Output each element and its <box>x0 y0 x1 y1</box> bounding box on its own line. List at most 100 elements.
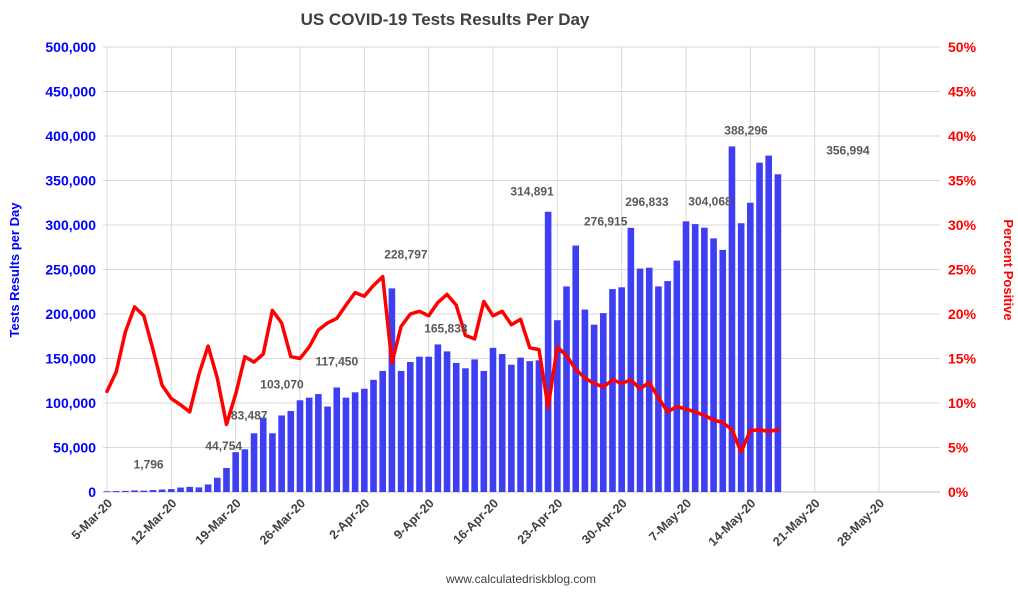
right-axis-tick-label: 45% <box>948 84 977 100</box>
tests-bar <box>618 287 625 492</box>
tests-bar <box>526 361 534 492</box>
tests-bar <box>756 162 763 492</box>
tests-bar <box>498 354 506 492</box>
tests-bar <box>232 452 239 492</box>
tests-bar <box>627 227 635 492</box>
tests-bar <box>645 267 653 492</box>
tests-bars-series <box>103 146 782 493</box>
tests-bar <box>462 368 469 492</box>
tests-bar <box>747 202 754 492</box>
tests-bar <box>609 289 616 492</box>
tests-bar <box>682 221 690 492</box>
tests-bar <box>351 392 359 492</box>
left-axis-tick-label: 400,000 <box>45 128 96 144</box>
tests-bar <box>168 489 175 492</box>
tests-bar <box>149 490 157 492</box>
bar-value-annotation: 83,487 <box>231 409 268 423</box>
tests-bar <box>177 487 184 492</box>
bar-value-annotation: 276,915 <box>584 215 628 229</box>
tests-bar <box>416 356 423 492</box>
bar-value-annotation: 165,833 <box>424 321 468 335</box>
tests-bar <box>636 268 644 492</box>
tests-bar <box>103 491 111 492</box>
tests-bar <box>517 357 524 492</box>
left-axis-tick-label: 200,000 <box>45 306 96 322</box>
tests-bar <box>489 347 497 492</box>
bar-value-annotation: 228,797 <box>384 247 428 261</box>
tests-bar <box>259 417 267 492</box>
tests-bar <box>434 344 442 492</box>
tests-bar <box>278 415 285 492</box>
tests-bar <box>443 351 451 492</box>
bar-value-annotations: 1,796 44,754 83,487 103,070 117,450 228,797 16… <box>134 123 870 471</box>
tests-bar <box>241 449 249 492</box>
right-axis-tick-label: 0% <box>948 484 969 500</box>
bar-value-annotation: 356,994 <box>826 143 870 157</box>
right-axis-tick-label: 35% <box>948 173 977 189</box>
tests-bar <box>655 286 662 492</box>
tests-bar <box>131 490 138 492</box>
tests-bar <box>535 360 543 492</box>
bar-value-annotation: 296,833 <box>625 195 669 209</box>
tests-bar <box>737 223 745 492</box>
tests-bar <box>599 313 607 492</box>
right-axis-tick-label: 30% <box>948 217 977 233</box>
tests-bar <box>213 477 221 492</box>
tests-bar <box>140 490 148 492</box>
tests-bar <box>508 364 515 492</box>
tests-bar <box>664 281 671 492</box>
left-axis-tick-label: 250,000 <box>45 262 96 278</box>
left-axis-tick-label: 450,000 <box>45 84 96 100</box>
tests-bar <box>710 238 717 492</box>
tests-bar <box>480 370 488 492</box>
left-axis-tick-label: 300,000 <box>45 217 96 233</box>
tests-bar <box>719 249 727 492</box>
tests-bar <box>581 309 589 492</box>
percent-positive-line-series <box>105 274 780 454</box>
tests-bar <box>728 146 736 493</box>
tests-bar <box>315 394 322 492</box>
chart-title: US COVID-19 Tests Results Per Day <box>301 10 590 29</box>
tests-bar <box>361 388 368 492</box>
tests-bar <box>195 487 203 492</box>
tests-bar <box>305 397 313 492</box>
tests-bar <box>544 211 552 492</box>
right-axis-tick-label: 25% <box>948 262 977 278</box>
tests-bar <box>122 490 129 492</box>
tests-bar <box>471 359 478 492</box>
tests-bar <box>691 224 699 493</box>
left-axis-tick-label: 50,000 <box>53 440 96 456</box>
right-axis-title: Percent Positive <box>1001 219 1016 320</box>
left-axis-tick-label: 350,000 <box>45 173 96 189</box>
right-axis-tick-label: 50% <box>948 39 977 55</box>
left-axis-title: Tests Results per Day <box>7 202 22 338</box>
bar-value-annotation: 103,070 <box>260 377 304 391</box>
tests-bar <box>287 411 295 492</box>
bar-value-annotation: 314,891 <box>510 185 554 199</box>
tests-bar <box>269 433 276 492</box>
tests-bar <box>204 484 212 492</box>
tests-bar <box>223 467 230 492</box>
footer-url: www.calculatedriskblog.com <box>445 572 596 586</box>
bar-value-annotation: 1,796 <box>134 457 164 471</box>
tests-bar <box>379 370 387 492</box>
left-axis-tick-label: 150,000 <box>45 351 96 367</box>
tests-bar <box>388 288 396 492</box>
tests-bar <box>425 356 432 492</box>
percent-positive-line <box>105 274 780 454</box>
left-axis-tick-label: 500,000 <box>45 39 96 55</box>
left-axis-tick-labels: 0 50,000 100,000 150,000 200,000 250,000 300,0… <box>45 39 96 500</box>
tests-bar <box>406 362 414 492</box>
right-axis-tick-label: 20% <box>948 306 977 322</box>
left-axis-tick-label: 100,000 <box>45 395 96 411</box>
right-axis-tick-labels: 0% 5% 10% 15% 20% 25% 30% 35% 40% 45% 50% <box>948 39 977 500</box>
tests-bar <box>673 260 681 492</box>
tests-bar <box>324 406 331 492</box>
tests-bar <box>452 362 460 492</box>
bar-value-annotation: 117,450 <box>315 355 358 369</box>
tests-bar <box>342 397 350 492</box>
bar-value-annotation: 44,754 <box>205 439 242 453</box>
tests-bar <box>296 400 304 492</box>
